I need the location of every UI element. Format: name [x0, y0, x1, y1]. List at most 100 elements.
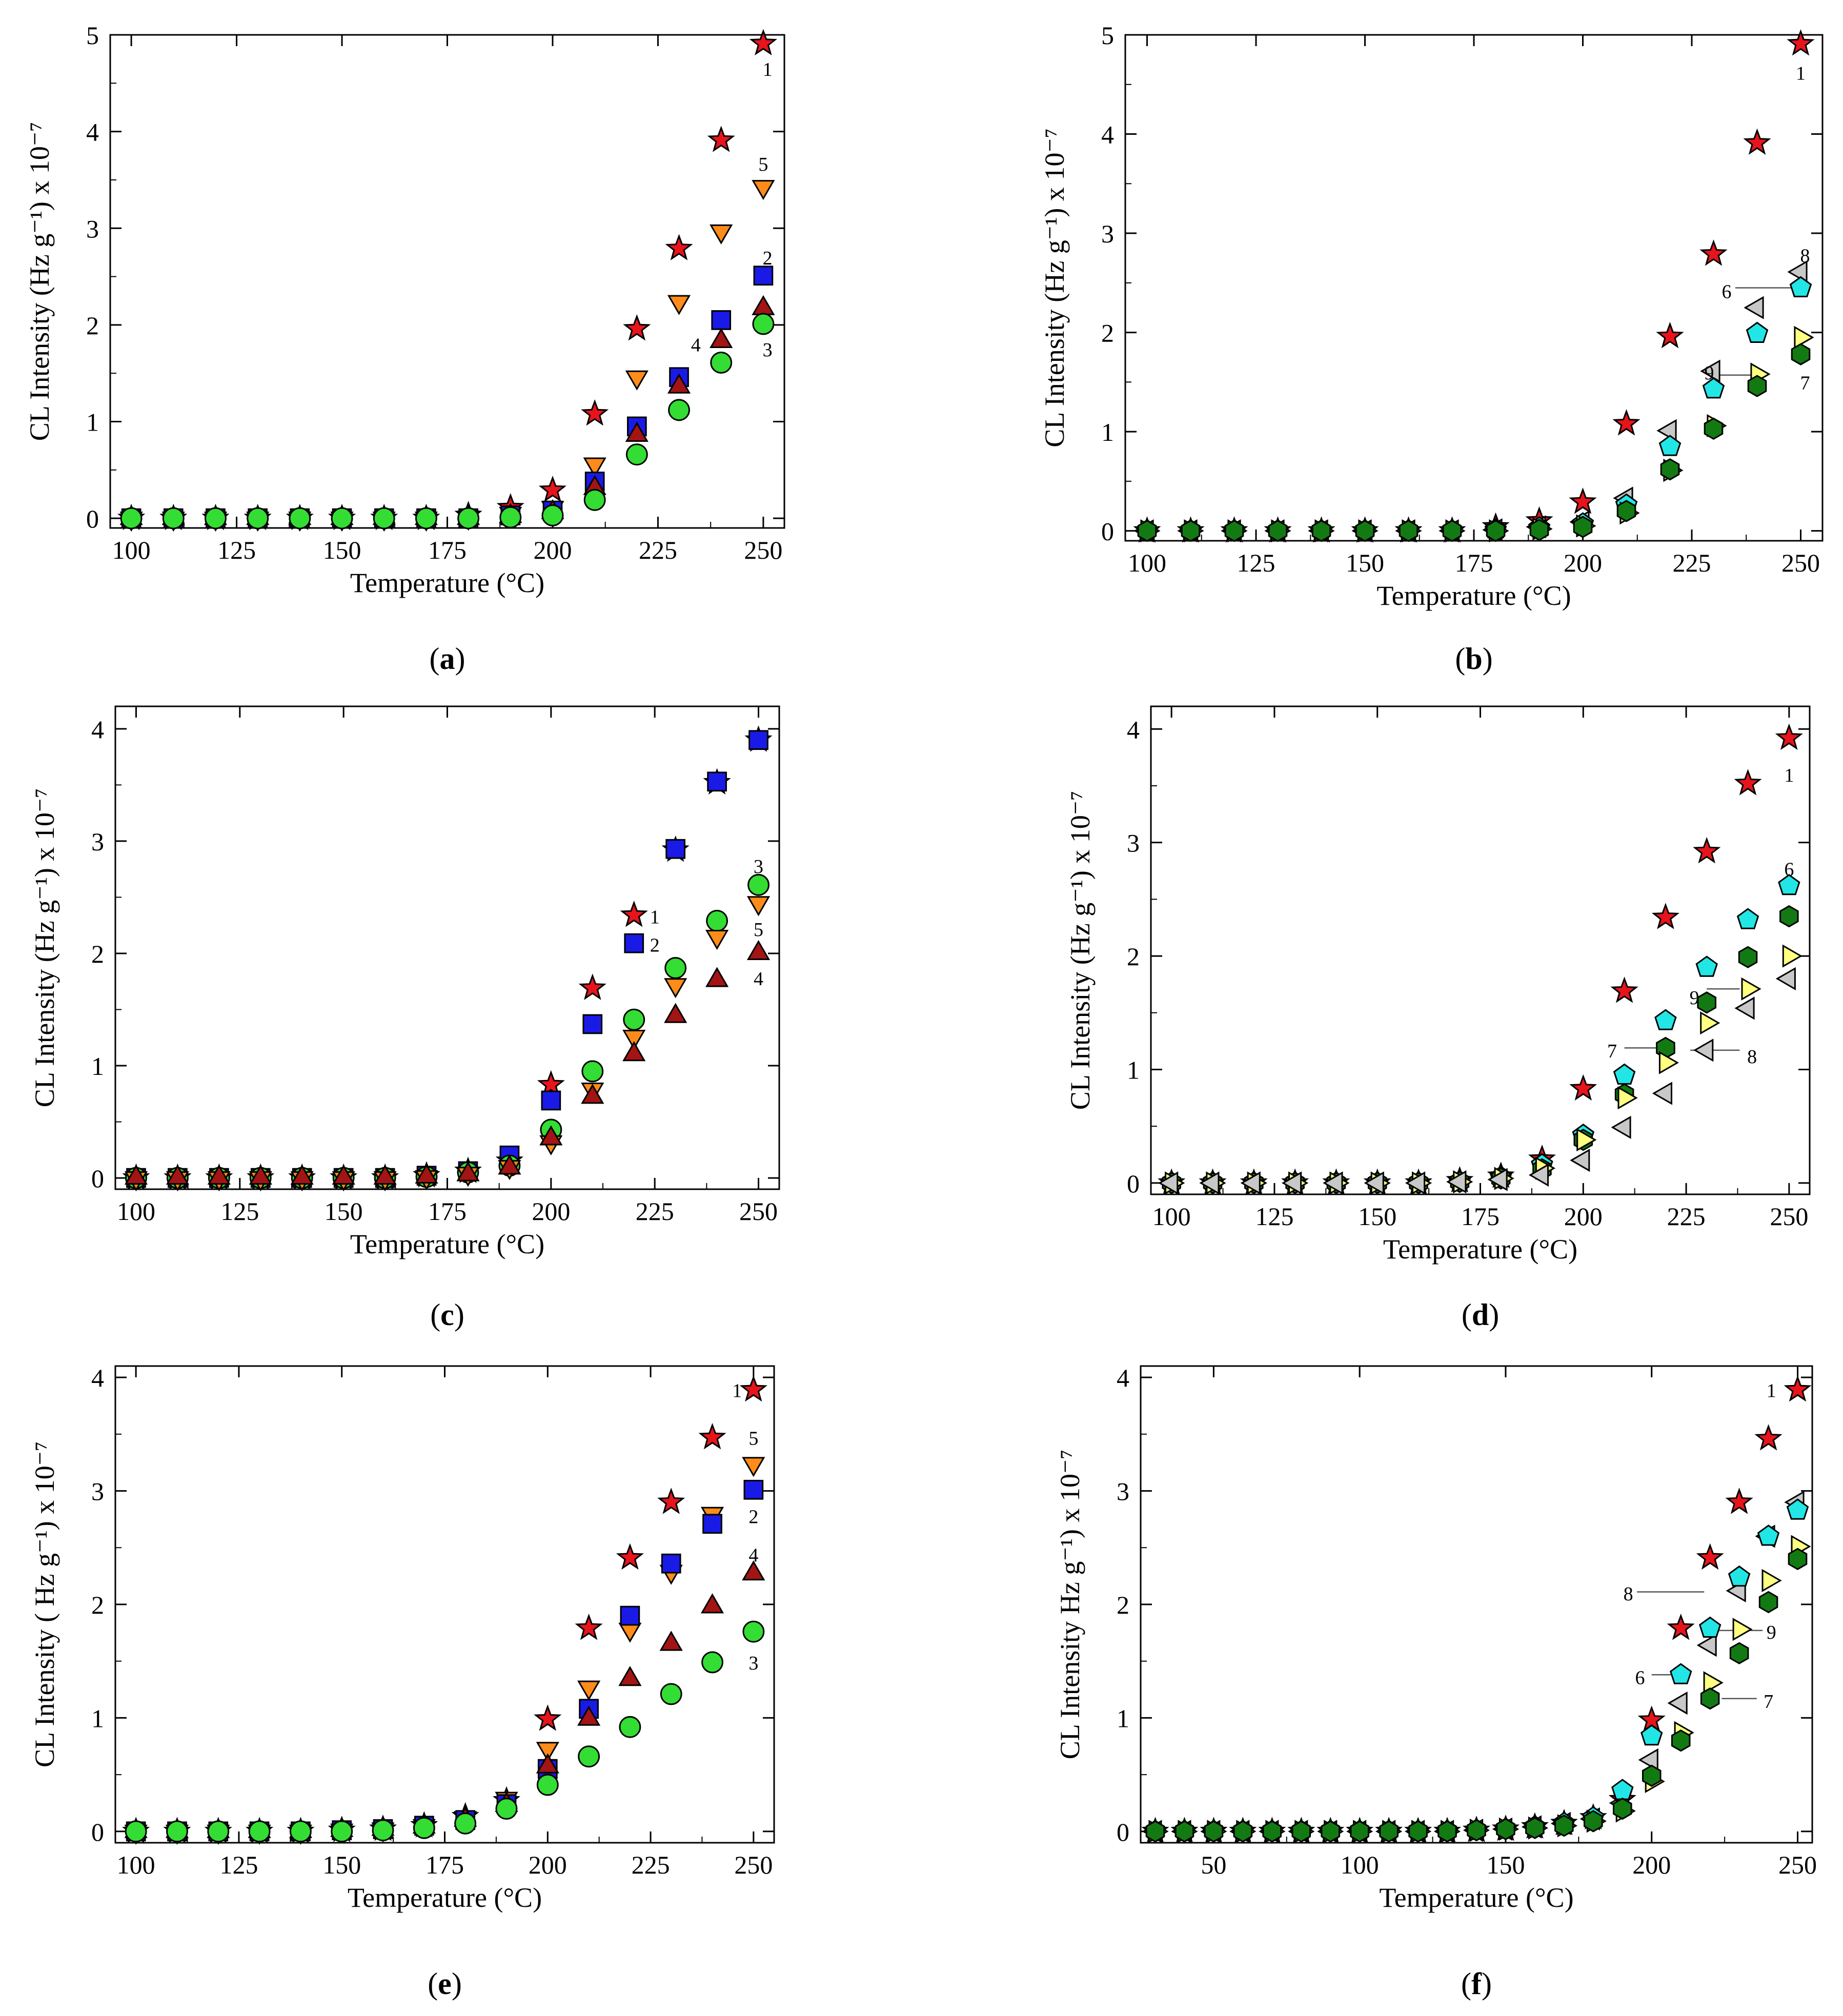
- data-point: [707, 126, 735, 152]
- series-2: [126, 1480, 764, 1842]
- data-point: [1787, 260, 1808, 284]
- y-tick-label: 0: [1127, 1169, 1140, 1198]
- x-tick-label: 250: [739, 1197, 778, 1226]
- data-point: [618, 1665, 642, 1686]
- data-point: [498, 1154, 521, 1175]
- y-tick-label: 1: [91, 1052, 104, 1081]
- x-tick-label: 125: [220, 1197, 259, 1226]
- data-point: [1725, 1488, 1753, 1514]
- y-tick-label: 2: [1127, 942, 1140, 971]
- data-point: [1496, 1818, 1515, 1841]
- x-tick-label: 225: [636, 1197, 674, 1226]
- series-annotation: 2: [650, 934, 660, 956]
- data-point: [499, 506, 522, 528]
- series-annotation: 7: [1800, 372, 1810, 394]
- data-point: [1744, 296, 1764, 319]
- x-tick-label: 100: [1152, 1202, 1191, 1231]
- data-point: [541, 504, 564, 526]
- x-tick-label: 100: [117, 1197, 155, 1226]
- data-point: [1787, 29, 1815, 56]
- data-point: [581, 399, 609, 426]
- data-point: [1695, 955, 1718, 977]
- data-point: [166, 1165, 189, 1185]
- data-point: [1612, 409, 1641, 436]
- data-point: [742, 1457, 765, 1477]
- data-point: [1788, 1547, 1808, 1571]
- y-tick-label: 0: [91, 1164, 104, 1193]
- series-annotation: 6: [1635, 1667, 1645, 1689]
- data-point: [625, 443, 648, 466]
- data-point: [710, 351, 733, 374]
- x-axis-title: Temperature (°C): [350, 567, 544, 598]
- panel-label: (a): [430, 642, 465, 676]
- x-tick-label: 175: [426, 1850, 464, 1879]
- y-tick-label: 2: [1101, 319, 1114, 348]
- x-tick-label: 225: [639, 536, 677, 564]
- data-point: [748, 730, 768, 750]
- data-point: [536, 1742, 559, 1762]
- data-point: [667, 295, 691, 315]
- y-tick-label: 4: [91, 715, 104, 744]
- data-point: [1240, 1171, 1261, 1195]
- data-point: [1658, 435, 1682, 456]
- data-point: [1654, 1009, 1677, 1030]
- data-point: [1576, 1128, 1597, 1152]
- x-tick-label: 175: [1455, 548, 1493, 577]
- data-point: [1570, 1149, 1590, 1172]
- data-point: [749, 29, 778, 55]
- y-tick-label: 5: [1101, 21, 1114, 50]
- data-point: [373, 1165, 397, 1185]
- y-tick-label: 3: [1127, 829, 1140, 858]
- x-tick-label: 250: [1770, 1202, 1808, 1231]
- panel-label-letter: d: [1472, 1298, 1489, 1332]
- y-tick-label: 0: [1117, 1818, 1129, 1846]
- data-point: [578, 1745, 600, 1768]
- panel-label-close: ): [452, 1967, 462, 2001]
- plot-frame: [109, 34, 785, 529]
- panel-label-close: ): [454, 1298, 464, 1332]
- data-point: [1699, 239, 1728, 266]
- data-point: [710, 224, 733, 245]
- data-point: [1736, 908, 1759, 929]
- data-point: [1638, 1748, 1658, 1771]
- data-point: [373, 507, 395, 530]
- data-point: [625, 370, 649, 391]
- y-tick-label: 1: [1127, 1055, 1140, 1084]
- series-annotation: 7: [1607, 1041, 1617, 1062]
- x-tick-label: 175: [428, 536, 467, 564]
- x-tick-label: 50: [1201, 1850, 1226, 1879]
- data-point: [1734, 996, 1755, 1020]
- data-point: [1667, 1692, 1688, 1715]
- data-point: [1355, 519, 1375, 542]
- series-3: [125, 1620, 765, 1843]
- data-point: [1696, 1634, 1717, 1657]
- y-tick-label: 1: [1117, 1704, 1129, 1733]
- data-point: [249, 1165, 272, 1185]
- data-point: [1487, 1168, 1508, 1191]
- data-point: [1268, 519, 1288, 542]
- panel-label-open: (: [430, 642, 440, 676]
- series-annotation: 5: [754, 919, 763, 941]
- series-annotation: 8: [1800, 246, 1810, 267]
- panel-label-close: ): [1489, 1298, 1499, 1332]
- series-annotation: 9: [1705, 362, 1714, 384]
- series-3: [125, 873, 769, 1189]
- data-point: [1693, 837, 1721, 864]
- data-point: [1696, 1543, 1724, 1570]
- series-8: [1142, 1491, 1805, 1843]
- data-point: [534, 1704, 562, 1731]
- x-tick-label: 250: [734, 1850, 773, 1879]
- y-axis-title: CL Intensity (Hz g⁻¹) x 10⁻⁷: [1039, 128, 1070, 447]
- data-point: [372, 1819, 394, 1842]
- y-tick-label: 0: [1101, 517, 1114, 546]
- data-point: [1784, 1375, 1812, 1402]
- panel-label-close: ): [1482, 1967, 1492, 2001]
- data-point: [1758, 1591, 1778, 1614]
- series-5: [119, 180, 775, 532]
- x-tick-label: 125: [1255, 1202, 1293, 1231]
- data-point: [1746, 321, 1769, 343]
- series-1: [1133, 29, 1815, 543]
- series-1: [1141, 1375, 1812, 1843]
- y-tick-label: 5: [86, 21, 99, 50]
- x-tick-label: 100: [1341, 1850, 1379, 1879]
